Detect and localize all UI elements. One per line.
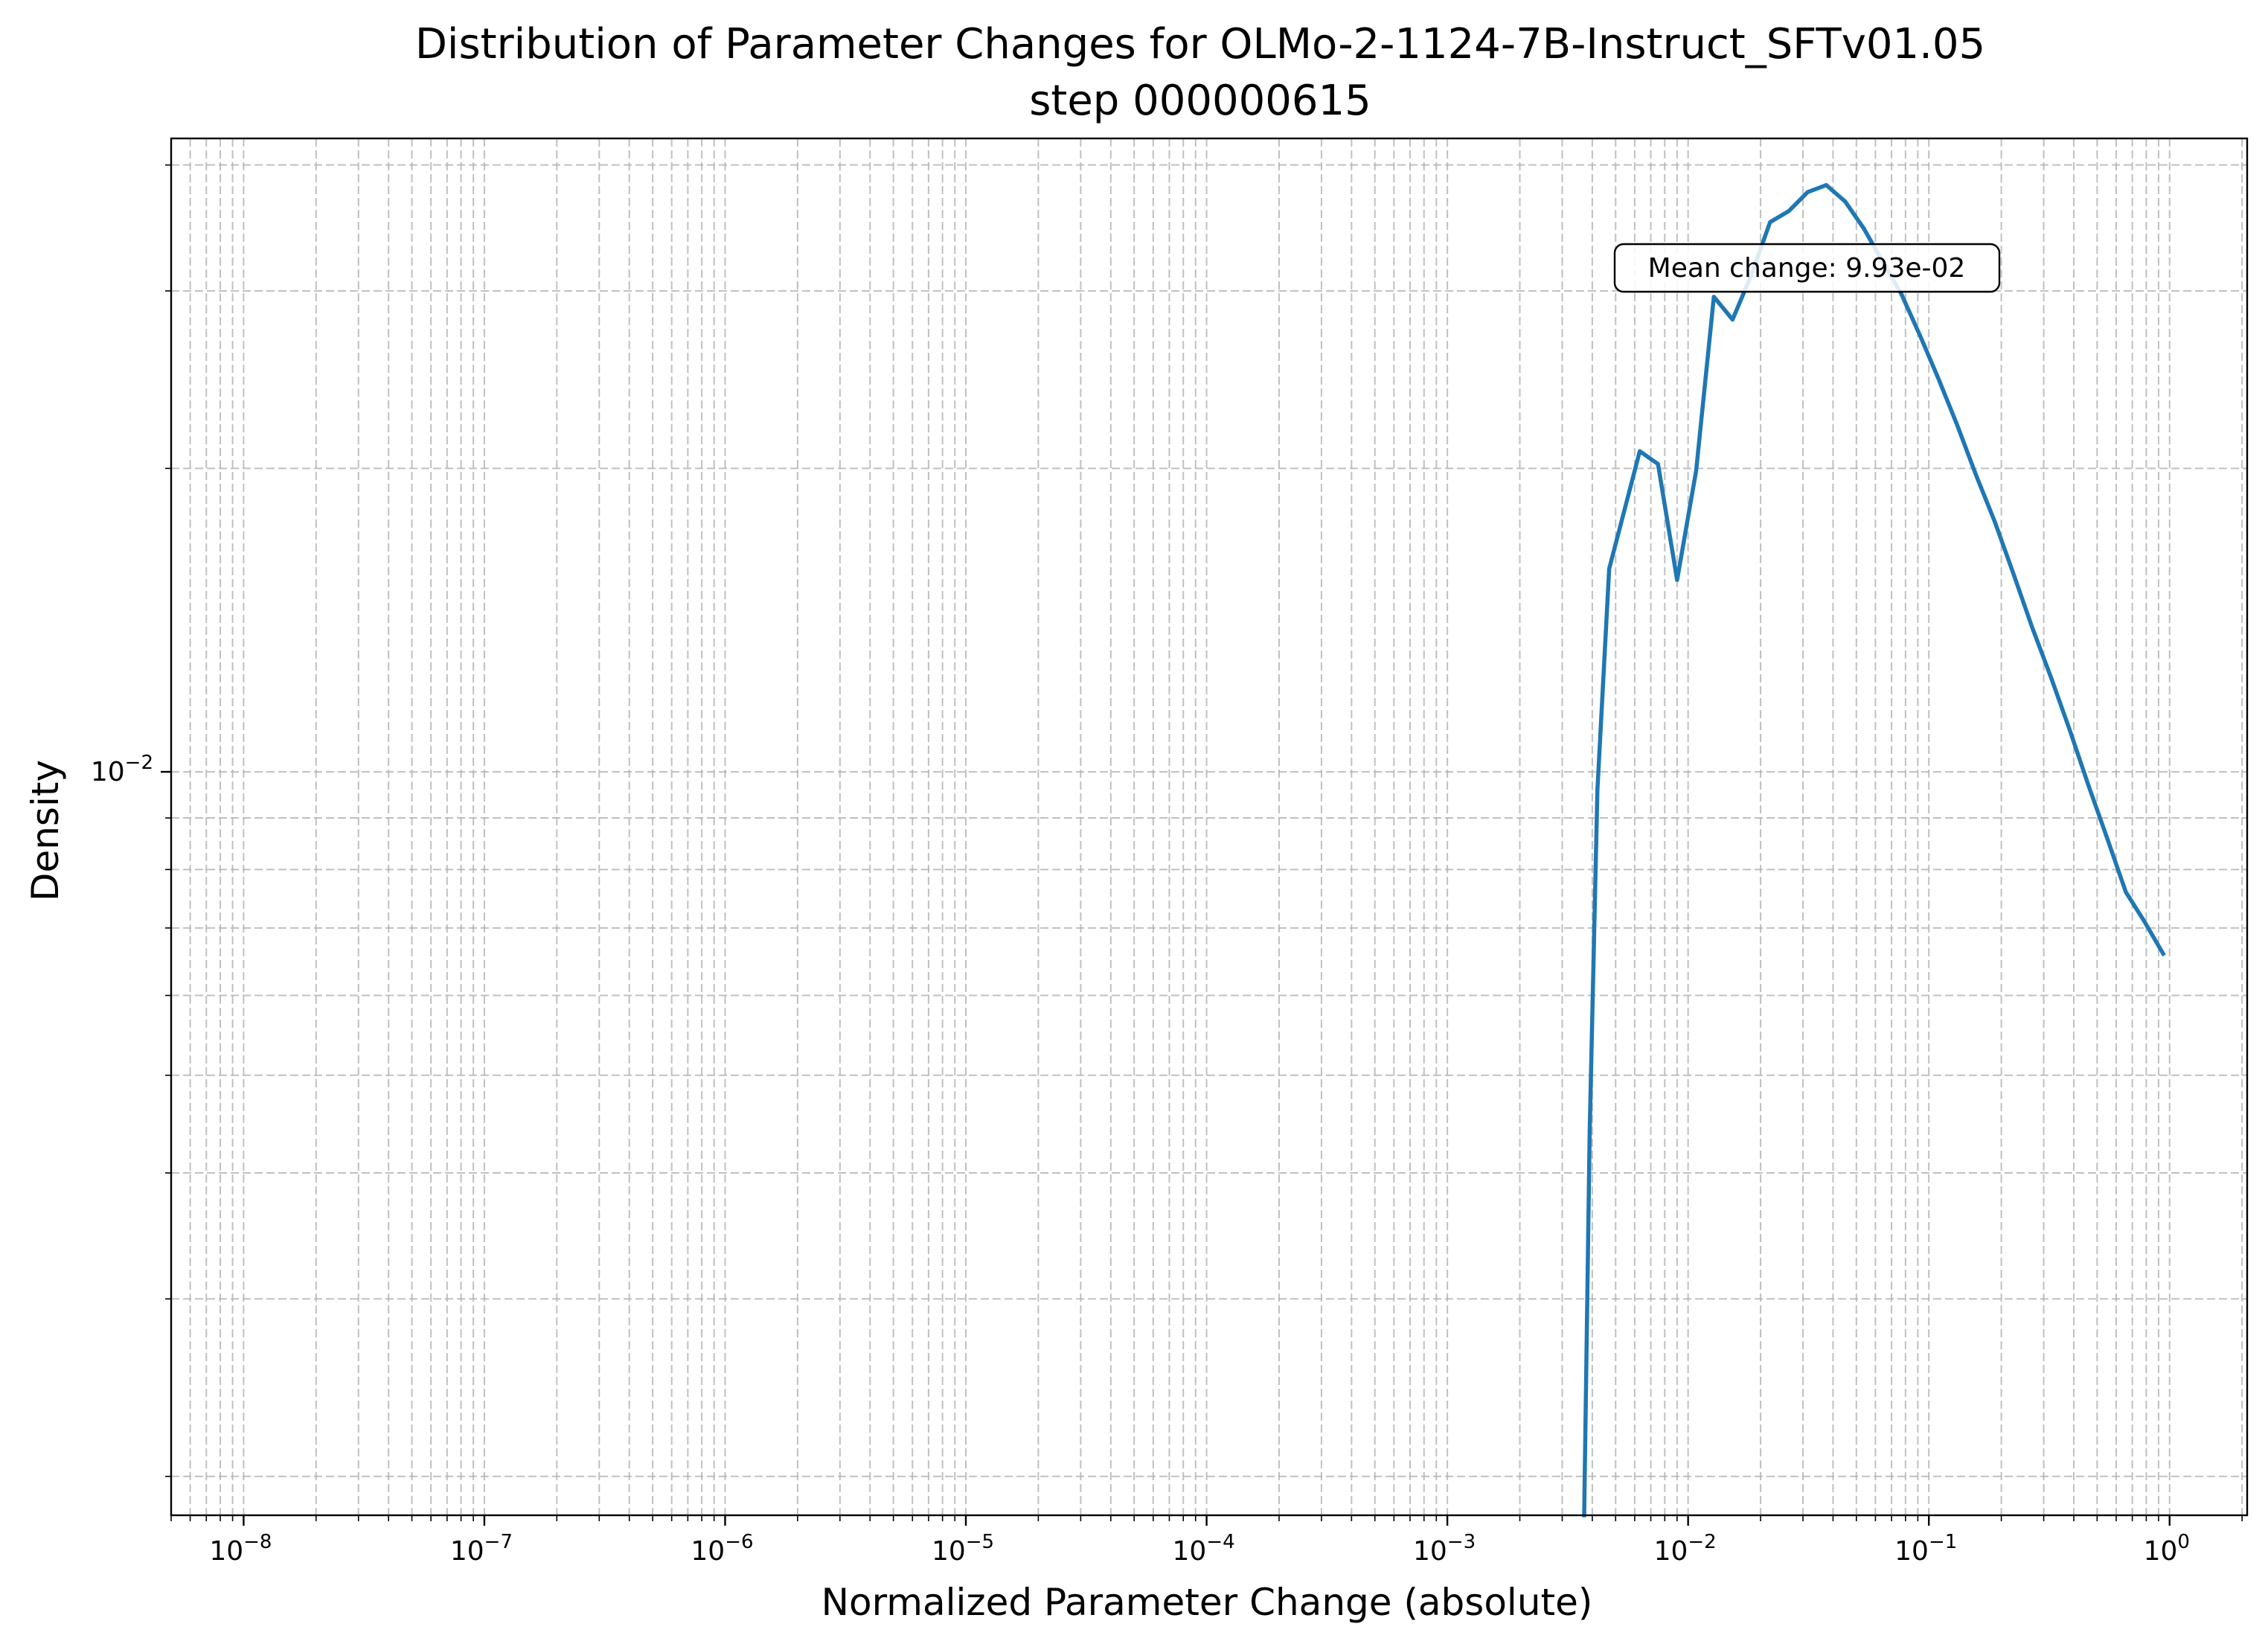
y-tick-label: 10−2: [91, 752, 153, 787]
chart-title: Distribution of Parameter Changes for OL…: [415, 20, 1985, 68]
annotation-text: Mean change: 9.93e-02: [1648, 253, 1966, 284]
y-axis-label: Density: [24, 760, 67, 901]
annotation-box: [1613, 243, 2001, 293]
plot-frame: [170, 137, 2249, 1517]
mean-annotation: Mean change: 9.93e-02: [1613, 243, 2001, 293]
x-tick-label: 10−4: [1173, 1531, 1235, 1567]
x-tick-label: 10−2: [1654, 1531, 1717, 1567]
x-axis-label: Normalized Parameter Change (absolute): [821, 1581, 1593, 1624]
x-tick-label: 10−5: [932, 1531, 994, 1567]
x-tick-label: 10−8: [209, 1531, 272, 1567]
axis-ticks: 10−8 10−7 10−6 10−5 10−4 10−3 10−2 10−1 100 10−2: [91, 164, 2243, 1567]
x-tick-label: 10−3: [1413, 1531, 1476, 1567]
x-tick-label: 10−1: [1894, 1531, 1957, 1567]
x-tick-label: 10−6: [691, 1531, 753, 1567]
series-layer: [1582, 182, 2166, 1518]
grid: [170, 138, 2247, 1515]
x-tick-label: 10−7: [450, 1531, 513, 1567]
x-tick-label: 100: [2144, 1531, 2190, 1567]
density-line: [1582, 182, 2166, 1518]
chart-subtitle: step 000000615: [1029, 77, 1371, 125]
